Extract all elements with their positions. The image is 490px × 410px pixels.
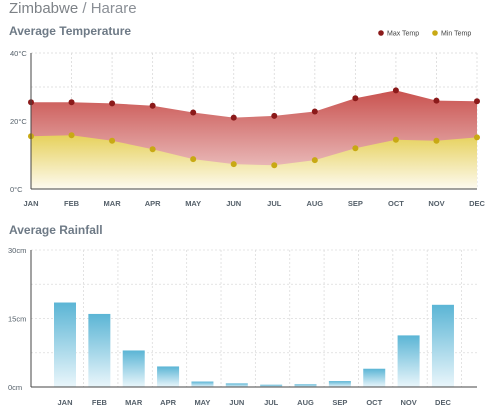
rainfall-bar <box>122 350 145 387</box>
legend-min-label: Min Temp <box>441 31 471 38</box>
min-temp-point <box>149 146 156 153</box>
temp-x-tick: AUG <box>306 199 323 208</box>
rain-x-tick: AUG <box>297 398 314 407</box>
min-temp-area <box>31 135 477 189</box>
max-temp-point <box>311 108 318 115</box>
legend-min-swatch <box>432 30 438 36</box>
temp-x-tick: MAR <box>104 199 122 208</box>
min-temp-point <box>109 137 116 144</box>
rain-y-tick: 15cm <box>8 315 26 324</box>
rain-x-tick: JUN <box>229 398 244 407</box>
country-name: Zimbabwe <box>9 0 79 17</box>
city-name: Harare <box>90 0 137 17</box>
temp-x-tick: DEC <box>469 199 485 208</box>
rain-x-tick: SEP <box>332 398 347 407</box>
legend-max-label: Max Temp <box>387 31 419 38</box>
rainfall-bar <box>157 366 180 387</box>
rainfall-bar <box>431 304 454 387</box>
rain-x-tick: OCT <box>366 398 382 407</box>
temp-x-tick: JUL <box>267 199 282 208</box>
rain-x-tick: JAN <box>57 398 72 407</box>
temp-y-tick: 0°C <box>10 185 23 194</box>
min-temp-point <box>271 162 278 169</box>
min-temp-point <box>474 134 480 141</box>
location-separator: / <box>82 0 87 17</box>
max-temp-point <box>433 97 440 104</box>
min-temp-point <box>230 161 237 168</box>
rain-x-tick: FEB <box>92 398 108 407</box>
location-header: Zimbabwe / Harare <box>9 0 137 17</box>
max-temp-point <box>352 95 359 102</box>
rainfall-bar <box>54 302 76 387</box>
temperature-chart-title: Average Temperature <box>9 24 132 38</box>
temperature-legend: Max Temp Min Temp <box>378 30 471 38</box>
temp-x-tick: APR <box>145 199 161 208</box>
rainfall-bar <box>294 384 317 387</box>
max-temp-point <box>190 109 197 116</box>
rain-y-tick: 0cm <box>8 383 22 392</box>
rainfall-bar <box>191 381 214 387</box>
min-temp-point <box>433 137 440 144</box>
rainfall-bar <box>328 381 351 387</box>
max-temp-point <box>68 99 75 106</box>
rain-x-tick: NOV <box>400 398 416 407</box>
min-temp-point <box>311 157 318 164</box>
min-temp-point <box>352 145 359 152</box>
temp-x-tick: OCT <box>388 199 404 208</box>
temp-x-tick: JUN <box>226 199 241 208</box>
rain-x-tick: MAY <box>194 398 210 407</box>
rain-y-tick: 30cm <box>8 246 26 255</box>
rainfall-bar <box>260 384 283 387</box>
max-temp-point <box>230 114 237 121</box>
rainfall-bar <box>363 368 386 387</box>
rain-x-tick: MAR <box>125 398 143 407</box>
max-temp-point <box>271 112 278 119</box>
legend-max-swatch <box>378 30 384 36</box>
rain-x-tick: JUL <box>264 398 279 407</box>
max-temp-point <box>109 100 116 107</box>
min-temp-point <box>190 156 197 163</box>
temp-x-tick: SEP <box>348 199 363 208</box>
min-temp-point <box>68 132 75 139</box>
temperature-chart: 0°C 20°C 40°C JAN FEB MAR APR MAY JUN JUL AUG SEP OC… <box>10 30 485 208</box>
temp-y-tick: 20°C <box>10 117 27 126</box>
rain-x-tick: DEC <box>435 398 451 407</box>
rain-x-tick: APR <box>160 398 176 407</box>
rainfall-bar <box>225 383 248 387</box>
temp-x-tick: NOV <box>428 199 444 208</box>
temp-x-tick: JAN <box>23 199 38 208</box>
max-temp-point <box>474 98 480 105</box>
rainfall-bar <box>88 313 111 387</box>
min-temp-point <box>392 136 399 143</box>
max-temp-point <box>149 102 156 109</box>
temp-y-tick: 40°C <box>10 49 27 58</box>
max-temp-point <box>392 87 399 94</box>
temp-x-tick: FEB <box>64 199 80 208</box>
temp-x-tick: MAY <box>185 199 201 208</box>
rainfall-chart-title: Average Rainfall <box>9 223 103 237</box>
rainfall-bar <box>397 335 420 387</box>
